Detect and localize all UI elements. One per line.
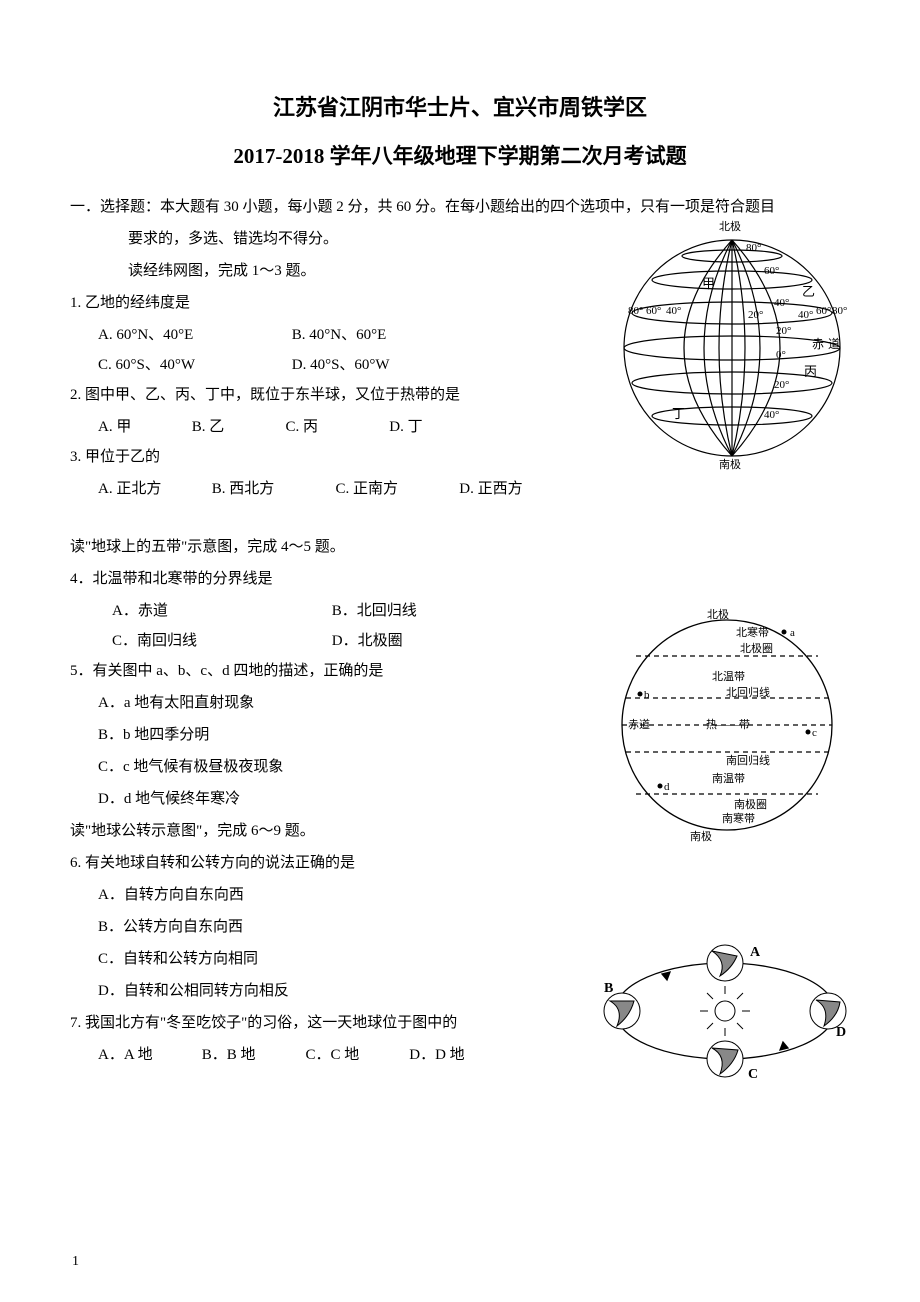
- q4-d: D．北极圈: [332, 626, 403, 656]
- svg-text:北极: 北极: [707, 607, 729, 621]
- svg-text:南极: 南极: [690, 829, 712, 843]
- svg-text:80°: 80°: [628, 305, 643, 317]
- svg-text:南极: 南极: [719, 457, 741, 470]
- svg-text:60°: 60°: [764, 265, 779, 277]
- figure-globe: 北极 南极 80° 60° 40° 20° 0° 20° 40° 80° 60°…: [616, 218, 848, 470]
- q3-d: D. 正西方: [459, 474, 569, 504]
- q4-stem: 4．北温带和北寒带的分界线是: [70, 564, 850, 594]
- svg-text:北回归线: 北回归线: [726, 685, 770, 699]
- svg-text:40°: 40°: [774, 297, 789, 309]
- q2-a: A. 甲: [98, 412, 188, 442]
- svg-text:道: 道: [828, 337, 840, 351]
- svg-text:c: c: [812, 727, 817, 739]
- svg-text:80°: 80°: [746, 242, 761, 254]
- q3-c: C. 正南方: [336, 474, 456, 504]
- svg-text:80°: 80°: [832, 305, 847, 317]
- q2-c: C. 丙: [286, 412, 386, 442]
- svg-text:40°: 40°: [666, 305, 681, 317]
- svg-text:赤道: 赤道: [628, 717, 650, 731]
- svg-text:乙: 乙: [802, 284, 815, 299]
- svg-text:B: B: [604, 981, 613, 996]
- q7-d: D．D 地: [409, 1040, 509, 1070]
- svg-text:40°: 40°: [764, 409, 779, 421]
- svg-text:0°: 0°: [776, 349, 786, 361]
- q7-b: B．B 地: [202, 1040, 302, 1070]
- heading-district: 江苏省江阴市华士片、宜兴市周铁学区: [70, 90, 850, 122]
- q7-c: C．C 地: [306, 1040, 406, 1070]
- q3-b: B. 西北方: [212, 474, 332, 504]
- svg-text:20°: 20°: [748, 309, 763, 321]
- svg-text:北极: 北极: [719, 219, 741, 233]
- svg-text:A: A: [750, 945, 761, 960]
- svg-text:北极圈: 北极圈: [740, 641, 773, 655]
- svg-text:北寒带: 北寒带: [736, 625, 769, 639]
- figure-orbit: A B C D: [602, 936, 848, 1086]
- svg-text:南寒带: 南寒带: [722, 811, 755, 825]
- svg-text:60°: 60°: [646, 305, 661, 317]
- svg-text:40°: 40°: [798, 309, 813, 321]
- q6-stem: 6. 有关地球自转和公转方向的说法正确的是: [70, 848, 850, 878]
- page-number: 1: [72, 1254, 79, 1270]
- svg-text:热——带: 热——带: [706, 718, 750, 731]
- q2-d: D. 丁: [389, 412, 479, 442]
- q4-a: A．赤道: [98, 596, 328, 626]
- q7-a: A．A 地: [98, 1040, 198, 1070]
- svg-text:a: a: [790, 627, 795, 639]
- q1-c: C. 60°S、40°W: [98, 350, 288, 380]
- q1-a: A. 60°N、40°E: [98, 320, 288, 350]
- svg-text:20°: 20°: [774, 379, 789, 391]
- q3-a: A. 正北方: [98, 474, 208, 504]
- q1-d: D. 40°S、60°W: [292, 350, 472, 380]
- svg-text:北温带: 北温带: [712, 670, 745, 683]
- q2-b: B. 乙: [192, 412, 282, 442]
- svg-text:60°: 60°: [816, 305, 831, 317]
- figure-zones: 北极 南极 北寒带 北极圈 北温带 北回归线 热——带 南回归线 南温带 南极圈…: [612, 606, 842, 844]
- svg-text:d: d: [664, 781, 670, 793]
- q1-b: B. 40°N、60°E: [292, 320, 472, 350]
- svg-text:丙: 丙: [804, 364, 817, 379]
- svg-text:南回归线: 南回归线: [726, 753, 770, 767]
- svg-text:赤: 赤: [812, 337, 824, 351]
- q4-c: C．南回归线: [98, 626, 328, 656]
- q4-b: B．北回归线: [332, 596, 417, 626]
- svg-text:丁: 丁: [672, 406, 685, 421]
- svg-text:b: b: [644, 689, 650, 701]
- svg-text:D: D: [836, 1025, 846, 1040]
- heading-exam: 2017-2018 学年八年级地理下学期第二次月考试题: [70, 140, 850, 170]
- q6-a: A．自转方向自东向西: [70, 880, 850, 910]
- svg-text:C: C: [748, 1067, 758, 1082]
- svg-text:20°: 20°: [776, 325, 791, 337]
- intro-zones: 读"地球上的五带"示意图，完成 4～5 题。: [70, 532, 850, 562]
- svg-text:南极圈: 南极圈: [734, 797, 767, 811]
- q3-options: A. 正北方 B. 西北方 C. 正南方 D. 正西方: [70, 474, 850, 504]
- svg-text:南温带: 南温带: [712, 772, 745, 785]
- svg-text:甲: 甲: [702, 276, 715, 291]
